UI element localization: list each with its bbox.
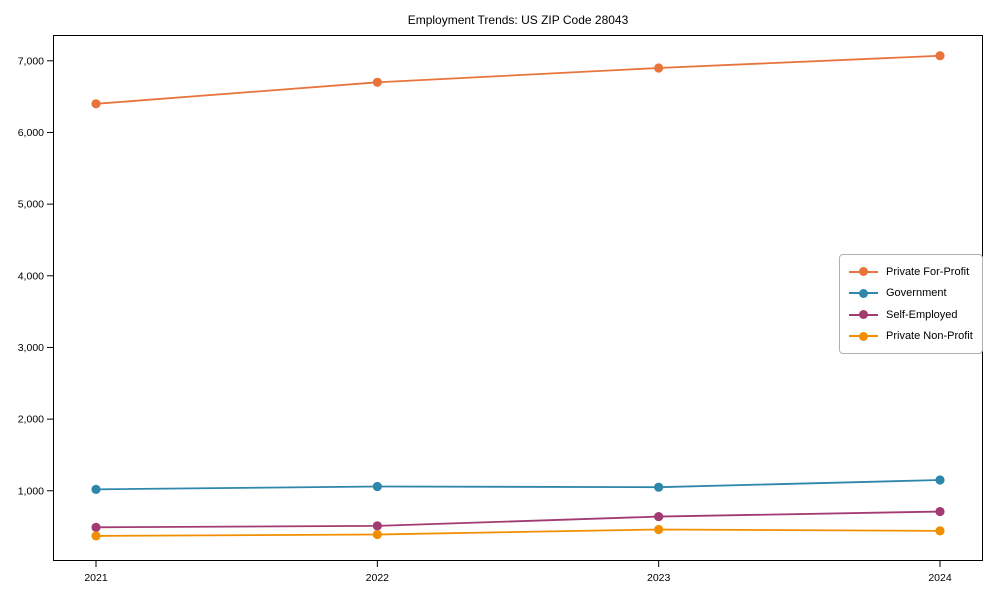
series-line-private-non-profit bbox=[95, 528, 941, 537]
data-point-private-non-profit-2023 bbox=[654, 524, 664, 535]
data-point-private-for-profit-2024 bbox=[935, 51, 945, 61]
data-point-private-non-profit-2022 bbox=[372, 529, 382, 540]
x-tick-label: 2021 bbox=[84, 572, 108, 584]
legend-item: Government bbox=[849, 283, 973, 305]
legend-marker-icon-self-employed bbox=[849, 309, 878, 320]
data-point-government-2022 bbox=[372, 481, 382, 492]
legend: Private For-Profit Government Self-Emplo… bbox=[839, 254, 983, 354]
legend-item: Private For-Profit bbox=[849, 261, 973, 283]
data-point-private-non-profit-2021 bbox=[91, 531, 101, 541]
data-point-private-for-profit-2023 bbox=[654, 63, 664, 73]
series-line-self-employed bbox=[95, 510, 941, 529]
x-tick-label: 2024 bbox=[928, 572, 952, 584]
y-tick-label: 2,000 bbox=[18, 414, 44, 426]
legend-item: Self-Employed bbox=[849, 304, 973, 326]
y-tick-label: 4,000 bbox=[18, 270, 44, 282]
x-tick-label: 2022 bbox=[366, 572, 390, 584]
data-point-self-employed-2021 bbox=[91, 522, 101, 532]
y-tick-label: 3,000 bbox=[18, 342, 44, 354]
y-tick-label: 6,000 bbox=[18, 127, 44, 139]
legend-label: Private Non-Profit bbox=[886, 330, 973, 343]
chart-title: Employment Trends: US ZIP Code 28043 bbox=[407, 13, 629, 27]
legend-label: Self-Employed bbox=[886, 308, 958, 321]
series-line-private-for-profit bbox=[95, 54, 941, 105]
data-point-government-2023 bbox=[654, 482, 664, 492]
data-point-private-for-profit-2021 bbox=[91, 99, 101, 109]
legend-item: Private Non-Profit bbox=[849, 326, 973, 348]
y-tick-label: 1,000 bbox=[18, 485, 44, 497]
data-point-private-non-profit-2024 bbox=[935, 526, 945, 536]
legend-marker-icon-private-for-profit bbox=[849, 266, 878, 277]
legend-marker-icon-government bbox=[849, 288, 878, 299]
legend-label: Government bbox=[886, 287, 947, 300]
data-point-self-employed-2022 bbox=[372, 521, 382, 531]
legend-label: Private For-Profit bbox=[886, 265, 970, 278]
data-point-private-for-profit-2022 bbox=[372, 77, 382, 87]
data-point-government-2021 bbox=[91, 484, 101, 494]
y-tick-label: 7,000 bbox=[18, 55, 44, 67]
data-point-self-employed-2023 bbox=[654, 511, 664, 522]
data-point-self-employed-2024 bbox=[935, 506, 945, 517]
series-line-government bbox=[95, 479, 941, 491]
y-tick-label: 5,000 bbox=[18, 199, 44, 211]
x-tick-label: 2023 bbox=[647, 572, 671, 584]
legend-marker-icon-private-non-profit bbox=[849, 331, 878, 342]
data-point-government-2024 bbox=[935, 475, 945, 485]
